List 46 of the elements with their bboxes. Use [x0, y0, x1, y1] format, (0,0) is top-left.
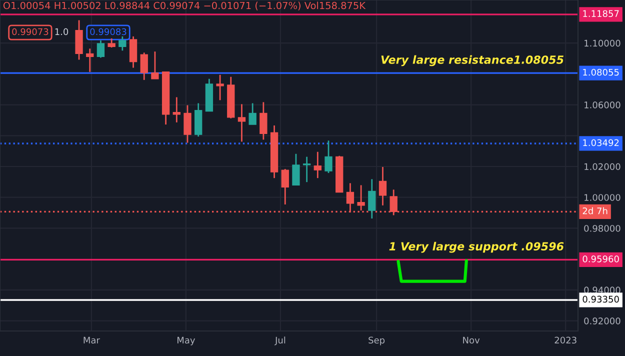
candlestick	[172, 96, 180, 124]
x-tick-label: May	[178, 336, 196, 346]
annotation: O1.00054 H1.00502 L0.98844 C0.99074 −0.01071 (−1.07%) Vol158.875K	[3, 2, 366, 10]
ref-line-label: 0.95960	[582, 256, 619, 262]
candlestick	[129, 36, 138, 68]
ref-line-label: 2d 7h	[582, 207, 608, 214]
candlestick	[302, 156, 311, 183]
x-tick-label: Nov	[463, 336, 480, 344]
annotation: Very large resistance1.08055	[381, 55, 564, 66]
candlestick	[378, 166, 387, 206]
ref-line-label: 0.93350	[582, 296, 619, 303]
candlestick	[314, 151, 322, 179]
candlestick	[184, 104, 192, 144]
ref-line-label: 1.08055	[583, 68, 619, 76]
x-tick-label: Sep	[368, 336, 385, 346]
y-tick-label: 1.06000	[584, 102, 620, 108]
candlestick	[292, 153, 300, 186]
candlestick	[248, 102, 256, 126]
ref-line-label: 1.11857	[583, 10, 619, 18]
annotation: 1.0	[55, 28, 68, 36]
y-tick-label: 1.02000	[584, 163, 620, 170]
candlestick	[238, 103, 246, 142]
candlestick	[96, 40, 105, 58]
candlestick	[75, 20, 83, 60]
candlestick	[260, 101, 268, 140]
candlestick	[140, 52, 148, 81]
candlestick	[118, 36, 126, 52]
candlestick	[324, 140, 332, 174]
candlestick	[368, 178, 376, 220]
annotation: 0.99083	[90, 28, 126, 36]
x-tick-label: Jul	[274, 336, 286, 346]
y-tick-label: 0.98000	[584, 224, 620, 232]
candlestick	[281, 168, 289, 206]
candlestick	[108, 38, 116, 48]
annotation: 1 Very large support .09596	[389, 242, 564, 253]
y-tick-label: 0.92000	[584, 318, 620, 324]
candlestick	[86, 48, 94, 73]
candlestick	[216, 74, 224, 101]
y-tick-label: 1.10000	[584, 40, 620, 47]
y-tick-label: 1.00000	[584, 194, 620, 201]
x-tick-label: 2023	[554, 336, 576, 344]
annotation: 0.99073	[12, 28, 48, 36]
ref-line-label: 1.03492	[583, 139, 619, 146]
x-tick-label: Mar	[84, 336, 100, 344]
candlestick	[151, 50, 159, 80]
candlestick	[357, 184, 365, 212]
